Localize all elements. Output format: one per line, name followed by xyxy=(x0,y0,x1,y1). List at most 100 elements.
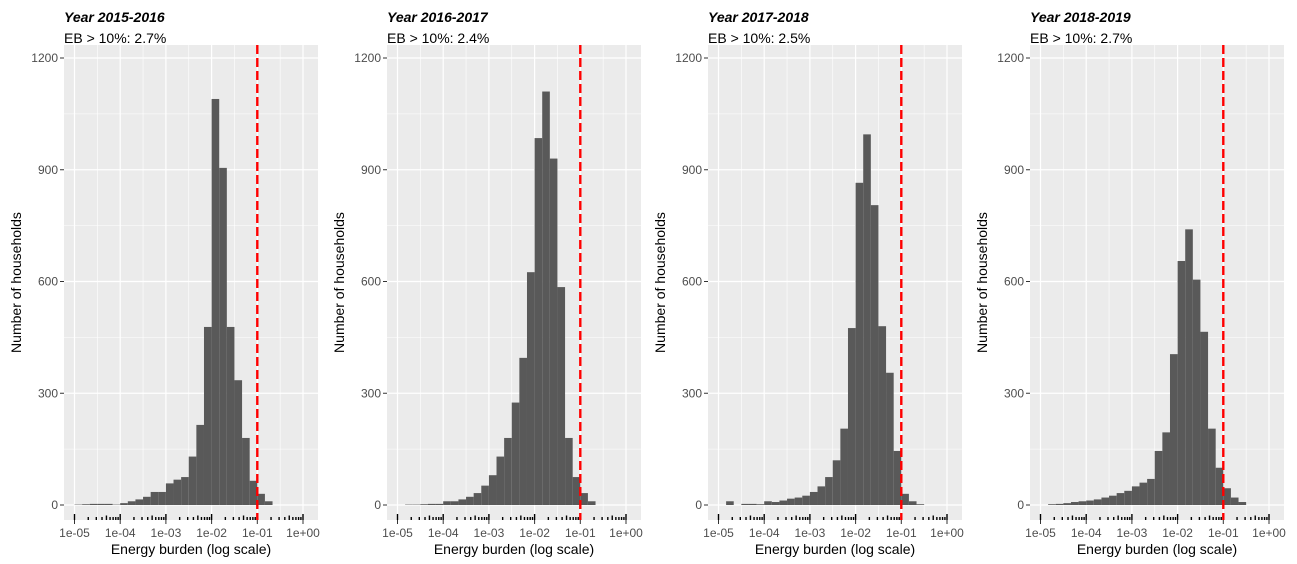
x-tick-label: 1e-05 xyxy=(59,526,90,540)
histogram-bar xyxy=(542,91,550,506)
histogram-bar xyxy=(188,456,197,505)
chart-panel-2: Year 2016-2017 EB > 10%: 2.4% 0 300 600 900 12… xyxy=(331,9,643,557)
chart-title: Year 2017-2018 xyxy=(708,9,809,25)
y-tick-label: 600 xyxy=(1004,275,1024,289)
histogram-bar xyxy=(234,380,243,505)
histogram-bar xyxy=(1063,503,1071,505)
histogram-bar xyxy=(825,477,833,505)
x-tick-label: 1e-02 xyxy=(196,526,227,540)
histogram-bar xyxy=(863,134,871,506)
histogram-bar xyxy=(1124,490,1132,505)
histogram-bar xyxy=(1154,450,1163,505)
histogram-bar xyxy=(97,503,105,505)
histogram-bar xyxy=(1177,261,1186,505)
histogram-bar xyxy=(143,496,151,505)
histogram-bar xyxy=(511,402,520,505)
histogram-bar xyxy=(257,493,265,505)
panel-background xyxy=(64,45,318,520)
histogram-bar xyxy=(458,499,467,505)
panel-background xyxy=(708,45,962,520)
chart-title: Year 2015-2016 xyxy=(64,9,165,25)
histogram-bar xyxy=(443,501,451,505)
x-axis-label: Energy burden (log scale) xyxy=(434,541,594,557)
y-axis-label: Number of households xyxy=(652,212,668,353)
histogram-bar xyxy=(473,493,482,505)
x-tick-label: 1e-02 xyxy=(519,526,550,540)
y-tick-label: 600 xyxy=(682,275,702,289)
histogram-bar xyxy=(855,182,864,505)
histogram-bar xyxy=(756,504,765,505)
x-tick-label: 1e-03 xyxy=(1117,526,1148,540)
histogram-bar xyxy=(1185,229,1193,505)
histogram-bar xyxy=(420,504,428,505)
histogram-bar xyxy=(173,479,182,505)
histogram-bar xyxy=(450,501,459,505)
y-tick-label: 900 xyxy=(1004,163,1024,177)
chart-subtitle: EB > 10%: 2.7% xyxy=(1030,30,1132,46)
y-tick-label: 900 xyxy=(38,163,58,177)
y-tick-label: 1200 xyxy=(675,51,702,65)
histogram-bar xyxy=(120,503,128,505)
x-tick-label: 1e+00 xyxy=(1252,526,1286,540)
chart-panel-4: Year 2018-2019 EB > 10%: 2.7% 0 300 600 900 12… xyxy=(974,9,1286,557)
x-tick-label: 1e-02 xyxy=(1162,526,1193,540)
histogram-bar xyxy=(181,477,189,505)
histogram-bar xyxy=(127,501,136,505)
chart-title: Year 2018-2019 xyxy=(1030,9,1131,25)
histogram-bar xyxy=(1101,497,1110,505)
histogram-bar xyxy=(779,500,788,505)
histogram-bar xyxy=(211,98,220,505)
x-tick-label: 1e-03 xyxy=(795,526,826,540)
chart-panel-3: Year 2017-2018 EB > 10%: 2.5% 0 300 600 900 12… xyxy=(652,9,964,557)
histogram-bar xyxy=(135,499,144,505)
histogram-bar xyxy=(481,485,489,505)
y-axis-label: Number of households xyxy=(974,212,990,353)
histogram-bar xyxy=(794,497,803,505)
histogram-bar xyxy=(427,503,436,505)
histogram-bar xyxy=(893,450,902,505)
histogram-bar xyxy=(534,138,543,505)
histogram-bar xyxy=(572,477,581,505)
histogram-bar xyxy=(488,475,497,505)
histogram-bar xyxy=(89,503,98,505)
y-tick-label: 900 xyxy=(361,163,381,177)
histogram-bar xyxy=(165,483,174,505)
y-tick-label: 0 xyxy=(51,498,58,512)
histogram-bar xyxy=(1070,502,1079,505)
histogram-bar xyxy=(158,491,166,505)
histogram-bar xyxy=(104,503,113,505)
histogram-bar xyxy=(901,493,909,505)
histogram-bar xyxy=(748,503,757,505)
y-tick-label: 0 xyxy=(374,498,381,512)
histogram-bar xyxy=(196,424,204,505)
histogram-bar xyxy=(1048,504,1056,505)
histogram-bar xyxy=(1139,482,1148,505)
histogram-bar xyxy=(242,437,250,505)
x-axis-label: Energy burden (log scale) xyxy=(1077,541,1237,557)
y-tick-label: 1200 xyxy=(997,51,1024,65)
histogram-bar xyxy=(1078,501,1087,505)
x-axis-label: Energy burden (log scale) xyxy=(755,541,915,557)
histogram-bar xyxy=(787,498,795,505)
y-tick-label: 300 xyxy=(682,386,702,400)
x-tick-label: 1e-04 xyxy=(749,526,780,540)
chart-subtitle: EB > 10%: 2.5% xyxy=(708,30,810,46)
histogram-bar xyxy=(580,493,588,505)
x-tick-label: 1e-05 xyxy=(703,526,734,540)
y-tick-label: 300 xyxy=(38,386,58,400)
y-tick-label: 0 xyxy=(695,498,702,512)
histogram-bar xyxy=(1223,488,1231,505)
panel-background xyxy=(1030,45,1284,520)
y-tick-label: 600 xyxy=(361,275,381,289)
histogram-bar xyxy=(226,326,235,505)
x-tick-label: 1e-04 xyxy=(105,526,136,540)
y-tick-label: 0 xyxy=(1017,498,1024,512)
histogram-bar xyxy=(565,437,573,505)
histogram-bar xyxy=(771,502,780,505)
histogram-bar xyxy=(264,501,273,505)
y-tick-label: 600 xyxy=(38,275,58,289)
histogram-bar xyxy=(526,272,535,505)
chart-title: Year 2016-2017 xyxy=(387,9,489,25)
histogram-bar xyxy=(549,158,558,505)
